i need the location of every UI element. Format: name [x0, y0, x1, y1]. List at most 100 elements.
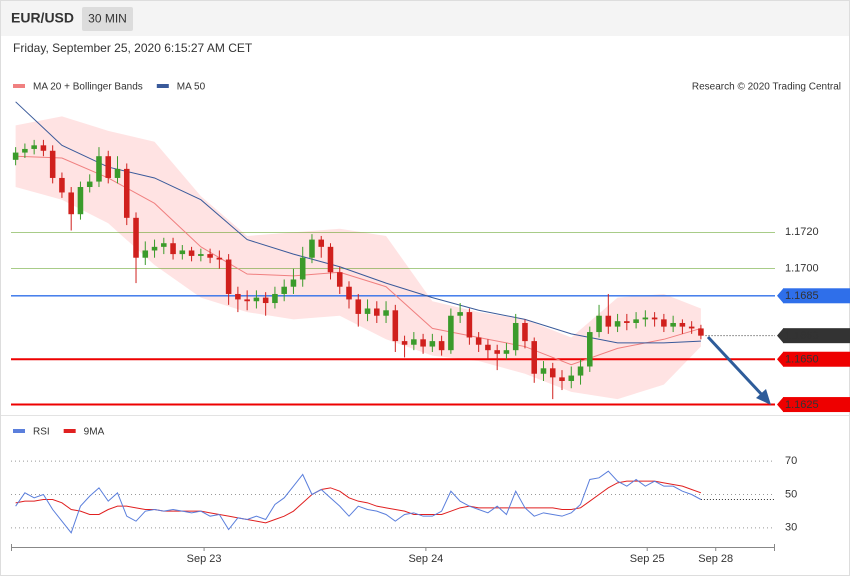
- candle-body: [336, 272, 343, 287]
- level-pointer: [777, 328, 783, 343]
- candle-body: [225, 259, 232, 294]
- candle-body: [355, 299, 362, 314]
- x-tick-label: Sep 24: [408, 553, 443, 565]
- ma-line: [15, 101, 701, 344]
- x-tick-label: Sep 28: [698, 553, 733, 565]
- candle-body: [688, 326, 695, 329]
- x-tick-label: Sep 25: [630, 553, 665, 565]
- candle-body: [475, 337, 482, 345]
- candle-body: [392, 310, 399, 342]
- candle-body: [105, 156, 112, 178]
- ma-line: [15, 155, 702, 366]
- candle-body: [633, 319, 639, 323]
- candle-body: [549, 368, 556, 378]
- bollinger-band: [15, 116, 701, 400]
- candle-body: [661, 319, 667, 327]
- candle-body: [494, 350, 500, 354]
- level-box: [783, 288, 850, 304]
- candle-body: [485, 344, 491, 351]
- forecast-arrow: [706, 335, 766, 399]
- candle-body: [438, 341, 445, 351]
- candle-body: [133, 217, 139, 258]
- candle-body: [568, 375, 575, 381]
- level-pointer: [777, 352, 783, 367]
- level-box: [783, 351, 850, 367]
- level-pointer: [777, 397, 783, 412]
- candle-body: [698, 328, 704, 336]
- legend-swatch: [63, 429, 76, 433]
- candle-body: [401, 341, 408, 345]
- candle-body: [299, 257, 306, 280]
- y-tick-label: 30: [785, 522, 797, 534]
- candle-body: [318, 239, 325, 247]
- candle-body: [327, 246, 334, 273]
- candle-body: [420, 339, 426, 347]
- candle-body: [374, 308, 380, 316]
- candle-body: [170, 243, 176, 255]
- candle-body: [522, 322, 528, 342]
- candle-body: [624, 321, 630, 323]
- candle-body: [364, 308, 371, 314]
- level-box: [783, 397, 850, 413]
- source: Research © 2020 Trading Central: [692, 82, 841, 93]
- candle-body: [262, 297, 269, 304]
- candle-body: [531, 341, 538, 374]
- timeframe-box: [82, 7, 133, 31]
- candle-body: [142, 250, 149, 258]
- subtitle: Friday, September 25, 2020 6:15:27 AM CE…: [13, 41, 253, 55]
- candle-body: [86, 181, 93, 188]
- legend-label: MA 20 + Bollinger Bands: [33, 82, 143, 93]
- timeframe: 30 MIN: [88, 12, 127, 26]
- series-line: [15, 470, 702, 534]
- candle-body: [68, 192, 74, 215]
- candle-body: [12, 152, 19, 160]
- y-tick-label: 70: [785, 455, 797, 467]
- candle-body: [49, 150, 56, 178]
- level-label: 1.1625: [785, 399, 819, 411]
- candle-body: [244, 299, 250, 302]
- candle-body: [40, 145, 47, 151]
- series-line: [15, 480, 702, 524]
- candle-body: [540, 368, 547, 374]
- level-label: 1.1650: [785, 354, 819, 366]
- candle-body: [605, 315, 612, 327]
- candle-body: [346, 286, 352, 300]
- legend-label: RSI: [33, 427, 50, 438]
- candle-body: [429, 341, 436, 347]
- level-label: 1.1700: [785, 263, 819, 275]
- candle-body: [503, 350, 510, 354]
- candle-body: [216, 257, 223, 260]
- candle-body: [22, 148, 28, 153]
- candle-body: [596, 315, 602, 333]
- x-tick-label: Sep 23: [187, 553, 222, 565]
- candle-body: [466, 312, 473, 338]
- legend-swatch: [13, 429, 25, 433]
- y-tick-label: 50: [785, 488, 797, 500]
- candle-body: [309, 239, 315, 258]
- candle-body: [96, 156, 102, 182]
- chart-title: EUR/USD: [11, 10, 74, 26]
- level-label: 1.1720: [785, 226, 819, 238]
- candle-body: [161, 243, 167, 247]
- candle-body: [679, 322, 686, 327]
- candle-body: [383, 310, 389, 316]
- legend-swatch: [156, 84, 169, 88]
- candle-body: [77, 187, 84, 215]
- level-label: 1.1685: [785, 290, 819, 302]
- candle-body: [587, 332, 593, 367]
- candle-body: [179, 250, 186, 255]
- legend-label: 9MA: [84, 427, 105, 438]
- candle-body: [512, 322, 519, 351]
- level-pointer: [777, 288, 783, 303]
- candle-body: [670, 322, 676, 327]
- candle-body: [123, 168, 130, 218]
- candle-body: [411, 339, 417, 345]
- candle-body: [188, 250, 195, 256]
- candle-body: [651, 317, 658, 320]
- candle-body: [151, 246, 158, 251]
- header-bar: [1, 1, 849, 36]
- candle-body: [207, 254, 213, 258]
